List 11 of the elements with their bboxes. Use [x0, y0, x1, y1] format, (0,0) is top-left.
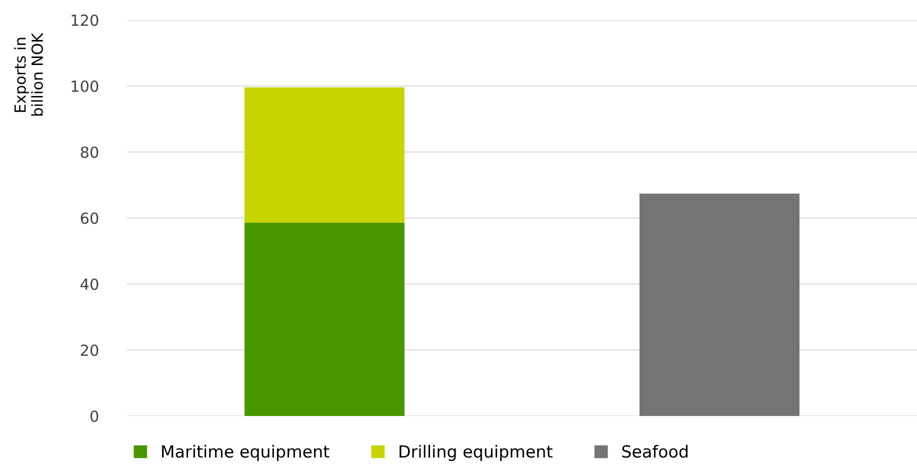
legend-label: Maritime equipment [162, 444, 330, 461]
y-axis-title: Exports in billion NOK [14, 32, 43, 116]
legend-label: Seafood [622, 444, 688, 458]
y-tick-label: 100 [72, 80, 98, 92]
y-tick-label: 0 [90, 410, 98, 422]
y-tick-label: 80 [80, 146, 98, 158]
y-tick-label: 120 [72, 14, 98, 26]
y-tick-label: 20 [80, 344, 98, 356]
y-tick-label: 60 [80, 212, 98, 224]
legend-label: Drilling equipment [400, 444, 552, 461]
y-tick-label: 40 [80, 278, 98, 290]
